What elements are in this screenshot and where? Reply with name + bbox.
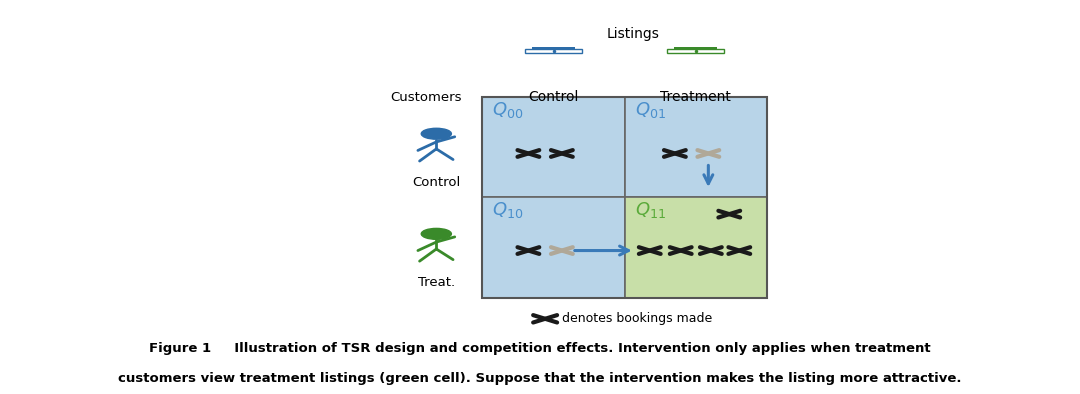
Bar [483, 97, 767, 297]
Circle shape [421, 128, 451, 139]
Text: $Q_{10}$: $Q_{10}$ [492, 201, 524, 221]
Text: Control: Control [528, 90, 579, 104]
Bar [525, 49, 582, 54]
Bar [532, 35, 575, 50]
Text: denotes bookings made: denotes bookings made [557, 312, 712, 325]
Bar [483, 97, 624, 197]
Bar [667, 49, 725, 54]
Text: $Q_{00}$: $Q_{00}$ [492, 100, 524, 121]
Text: Control: Control [413, 176, 460, 189]
Circle shape [538, 29, 569, 40]
Text: Figure 1     Illustration of TSR design and competition effects. Intervention on: Figure 1 Illustration of TSR design and … [149, 342, 931, 355]
Bar [624, 97, 767, 197]
Bar [674, 35, 717, 50]
Text: $Q_{11}$: $Q_{11}$ [635, 201, 665, 221]
Circle shape [680, 29, 712, 40]
Text: Listings: Listings [607, 27, 660, 41]
Text: Treatment: Treatment [660, 90, 731, 104]
Bar [624, 197, 767, 297]
Bar [483, 197, 624, 297]
Circle shape [421, 229, 451, 239]
Text: Treat.: Treat. [418, 276, 455, 289]
Text: Customers: Customers [390, 91, 461, 104]
Text: $Q_{01}$: $Q_{01}$ [635, 100, 665, 121]
Text: customers view treatment listings (green cell). Suppose that the intervention ma: customers view treatment listings (green… [118, 372, 962, 385]
